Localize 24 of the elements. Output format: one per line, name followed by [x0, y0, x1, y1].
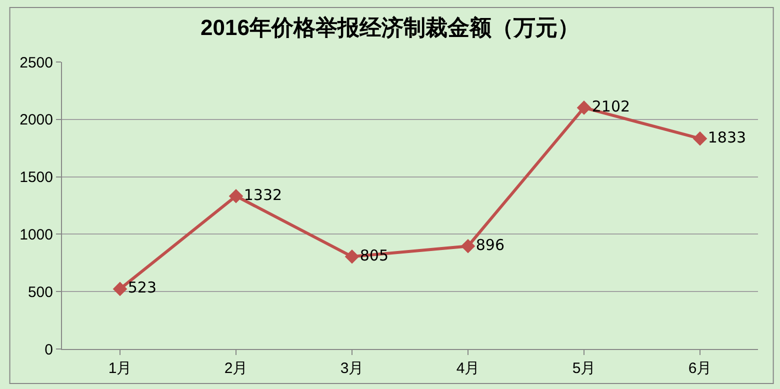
- data-label: 1833: [708, 128, 746, 146]
- point: [576, 100, 592, 115]
- x-tick-label: 1月: [108, 360, 132, 377]
- x-tick-label: 2月: [224, 360, 248, 377]
- data-label: 1332: [244, 186, 282, 204]
- chart-title: 2016年价格举报经济制裁金额（万元）: [200, 14, 580, 40]
- x-tick-label: 6月: [688, 360, 712, 377]
- data-label: 523: [128, 278, 157, 297]
- y-tick-label: 1500: [20, 169, 53, 186]
- point: [460, 238, 476, 254]
- y-tick-label: 2500: [20, 54, 53, 72]
- data-label: 896: [476, 236, 505, 254]
- x-tick-label: 4月: [456, 360, 480, 377]
- point: [112, 282, 128, 296]
- point: [692, 131, 708, 146]
- x-tick-label: 5月: [572, 360, 596, 377]
- x-tick-label: 3月: [340, 360, 364, 377]
- y-tick-label: 2000: [20, 112, 53, 129]
- point: [344, 249, 360, 264]
- data-label: 2102: [592, 97, 630, 116]
- y-tick-label: 500: [28, 284, 53, 301]
- y-tick-label: 1000: [20, 226, 53, 244]
- y-tick-label: 0: [44, 341, 53, 358]
- point: [228, 188, 244, 204]
